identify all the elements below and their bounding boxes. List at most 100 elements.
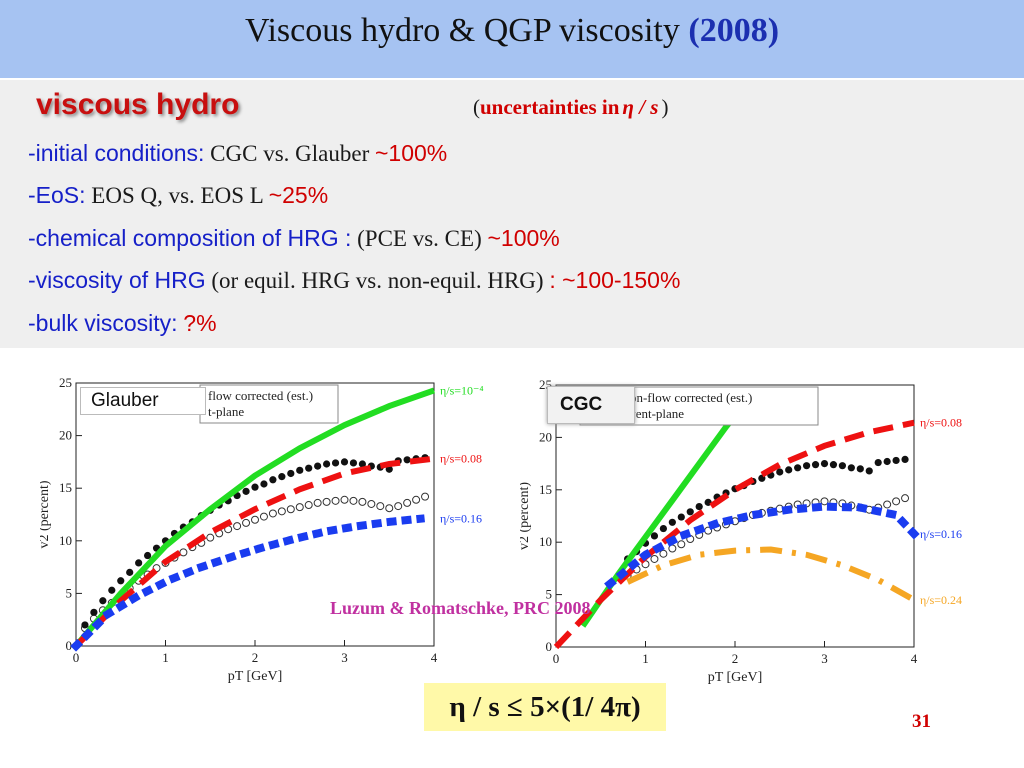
series-label: η/s=10⁻⁴ xyxy=(440,383,484,397)
open-data-point xyxy=(295,503,304,512)
legend-entry: flow corrected (est.) xyxy=(208,388,313,403)
legend-box xyxy=(199,384,339,424)
y-tick-label: 0 xyxy=(66,638,73,653)
open-data-point xyxy=(349,496,358,505)
line-initial-conditions: -initial conditions: CGC vs. Glauber ~10… xyxy=(28,140,447,167)
filled-data-point xyxy=(385,465,393,473)
y-tick-label: 5 xyxy=(66,585,73,600)
y-tick-label: 10 xyxy=(59,533,72,548)
x-tick-label: 0 xyxy=(553,651,560,666)
series-line xyxy=(604,502,920,590)
uncertainty-label: uncertainties in xyxy=(480,95,620,119)
filled-data-point xyxy=(349,459,358,467)
open-data-point xyxy=(385,504,394,513)
filled-data-point xyxy=(820,460,829,468)
y-tick-label: 10 xyxy=(539,534,552,549)
filled-data-point xyxy=(81,621,89,629)
filled-data-point xyxy=(659,524,667,533)
filled-data-point xyxy=(108,586,116,594)
line-bulk-viscosity: -bulk viscosity: ?% xyxy=(28,310,217,337)
filled-data-point xyxy=(251,483,259,491)
open-data-point xyxy=(367,499,376,508)
filled-data-point xyxy=(650,532,659,540)
filled-data-point xyxy=(323,460,331,468)
filled-data-point xyxy=(901,455,909,464)
filled-data-point xyxy=(144,551,152,560)
filled-data-point xyxy=(865,467,873,475)
line-label: -EoS: xyxy=(28,182,86,208)
line-eos: -EoS: EOS Q, vs. EOS L ~25% xyxy=(28,182,328,209)
open-data-point xyxy=(179,548,188,557)
y-tick-label: 20 xyxy=(59,428,72,443)
open-data-point xyxy=(331,496,340,505)
x-axis-label: pT [GeV] xyxy=(228,669,283,684)
filled-data-point xyxy=(677,513,685,521)
open-data-point xyxy=(650,554,659,563)
filled-data-point xyxy=(686,508,694,516)
open-data-point xyxy=(259,512,268,521)
y-tick-label: 15 xyxy=(59,480,72,495)
series-line xyxy=(553,419,915,650)
filled-data-point xyxy=(260,480,268,488)
filled-data-point xyxy=(856,465,864,473)
filled-data-point xyxy=(829,461,838,469)
title-main: Viscous hydro & QGP viscosity xyxy=(244,12,689,49)
filled-data-point xyxy=(811,461,820,469)
line-detail: CGC vs. Glauber xyxy=(204,141,375,166)
x-axis-label: pT [GeV] xyxy=(708,670,763,685)
filled-data-point xyxy=(892,456,900,465)
open-data-point xyxy=(394,502,403,511)
open-data-point xyxy=(358,497,367,506)
open-data-point xyxy=(892,497,901,506)
glauber-v2-plot: 0 1 2 3 4 0 5 10 15 20 25 pT [GeV] v2 (percent) η/s=1… xyxy=(40,375,484,684)
line-value: ?% xyxy=(183,310,217,336)
filled-data-point xyxy=(794,464,802,472)
filled-data-point xyxy=(403,456,411,464)
open-data-point xyxy=(412,495,421,504)
series-label: η/s=0.24 xyxy=(920,593,962,607)
filled-data-point xyxy=(269,476,277,484)
open-data-point xyxy=(677,540,686,549)
filled-data-point xyxy=(90,608,98,616)
filled-data-point xyxy=(135,559,143,567)
open-data-point xyxy=(376,502,385,511)
open-data-point xyxy=(883,500,892,509)
section-heading: viscous hydro xyxy=(36,88,240,121)
filled-data-point xyxy=(695,502,703,511)
filled-data-point xyxy=(296,466,304,474)
page-number: 31 xyxy=(912,711,931,732)
x-tick-label: 1 xyxy=(642,651,649,666)
title-bar xyxy=(0,0,1024,78)
series-line xyxy=(73,387,435,648)
open-data-point xyxy=(233,522,242,531)
y-tick-label: 20 xyxy=(539,429,552,444)
line-value: ~100% xyxy=(487,225,560,251)
line-value: ~25% xyxy=(268,182,329,208)
series-label: η/s=0.08 xyxy=(920,416,962,430)
open-data-point xyxy=(820,497,829,506)
y-tick-label: 0 xyxy=(546,639,553,654)
slide-title: Viscous hydro & QGP viscosity (2008) xyxy=(0,12,1024,50)
x-tick-label: 4 xyxy=(911,651,918,666)
glauber-label: Glauber xyxy=(80,387,206,415)
filled-data-point xyxy=(874,458,882,467)
y-axis-label: v2 (percent) xyxy=(520,482,532,550)
line-label: -initial conditions: xyxy=(28,140,205,166)
x-tick-label: 3 xyxy=(821,651,828,666)
filled-data-point xyxy=(803,462,811,470)
x-tick-label: 4 xyxy=(431,650,438,665)
line-detail: (or equil. HRG vs. non-equil. HRG) xyxy=(205,268,550,293)
filled-data-point xyxy=(126,568,134,576)
plot-area xyxy=(555,384,915,648)
eta-over-s-symbol: η / s xyxy=(622,95,659,119)
line-chemical-composition: -chemical composition of HRG : (PCE vs. … xyxy=(28,225,560,252)
y-tick-label: 5 xyxy=(546,587,553,602)
filled-data-point xyxy=(287,469,295,478)
y-tick-label: 15 xyxy=(539,482,552,497)
filled-data-point xyxy=(883,457,891,466)
y-axis-label: v2 (percent) xyxy=(40,480,52,548)
viscosity-bound-box: η / s ≤ 5×(1/ 4π) xyxy=(424,683,666,731)
open-data-point xyxy=(403,498,412,507)
series-line xyxy=(70,514,425,652)
open-data-point xyxy=(304,501,313,510)
